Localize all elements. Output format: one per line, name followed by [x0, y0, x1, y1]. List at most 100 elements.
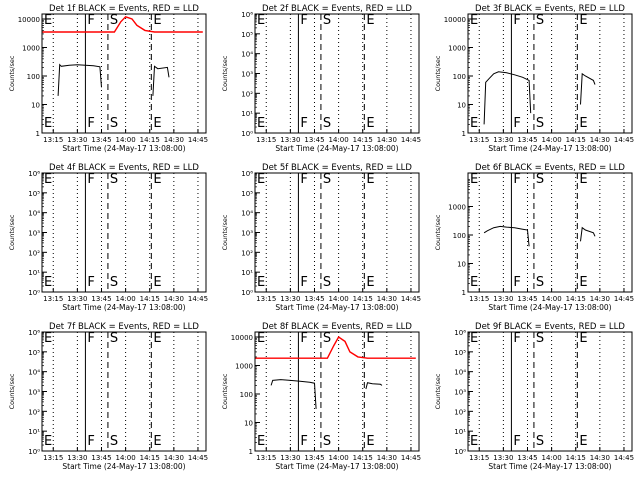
x-tick-label: 13:15	[256, 136, 276, 144]
marker-label-e: E	[257, 172, 265, 187]
marker-label-s-bottom: S	[110, 434, 118, 449]
x-tick-label: 13:30	[493, 295, 513, 303]
marker-label-s: S	[536, 13, 544, 28]
marker-label-e: E	[579, 172, 587, 187]
y-tick-label: 10⁰	[454, 448, 466, 456]
x-tick-label: 14:15	[353, 136, 373, 144]
marker-label-s: S	[110, 331, 118, 346]
marker-label-f-bottom: F	[87, 275, 94, 290]
x-tick-label: 13:45	[517, 454, 537, 462]
x-tick-label: 14:30	[377, 454, 397, 462]
y-tick-label: 10⁵	[241, 31, 253, 39]
x-tick-label: 14:30	[164, 295, 184, 303]
y-tick-label: 10⁶	[241, 170, 253, 178]
marker-label-e: E	[257, 13, 265, 28]
marker-label-e: E	[470, 13, 478, 28]
marker-label-s-bottom: S	[110, 116, 118, 131]
y-tick-label: 10⁴	[241, 51, 253, 59]
x-tick-label: 13:30	[280, 295, 300, 303]
y-tick-label: 1000	[235, 363, 253, 371]
y-tick-label: 10¹	[454, 428, 466, 436]
marker-label-e-bottom: E	[470, 275, 478, 290]
y-tick-label: 100	[240, 391, 253, 399]
marker-label-e-bottom: E	[579, 275, 587, 290]
x-tick-label: 14:15	[140, 295, 160, 303]
marker-label-f: F	[513, 13, 520, 28]
panel-title: Det 3f BLACK = Events, RED = LLD	[475, 4, 625, 14]
y-tick-label: 10²	[241, 90, 253, 98]
y-tick-label: 10³	[454, 389, 466, 397]
y-tick-label: 10⁶	[241, 11, 253, 19]
panel-det-4f: E E F F S S E E 10⁰ 10¹ 10² 10³ 10⁴ 10⁵ 10⁶ 13:15 13:30 1…	[8, 163, 208, 312]
marker-label-e-bottom: E	[257, 275, 265, 290]
y-tick-label: 10¹	[241, 269, 253, 277]
x-tick-label: 14:30	[164, 136, 184, 144]
marker-label-s: S	[536, 172, 544, 187]
panel-title: Det 6f BLACK = Events, RED = LLD	[475, 163, 625, 173]
x-tick-label: 14:15	[353, 295, 373, 303]
y-tick-label: 1000	[22, 45, 40, 53]
panel-title: Det 4f BLACK = Events, RED = LLD	[49, 163, 199, 173]
marker-label-e: E	[470, 331, 478, 346]
marker-label-e: E	[366, 331, 374, 346]
y-tick-label: 10⁵	[241, 190, 253, 198]
marker-label-f-bottom: F	[300, 116, 307, 131]
y-tick-label: 10⁵	[28, 349, 40, 357]
y-tick-label: 10²	[454, 408, 466, 416]
y-tick-label: 10⁰	[28, 448, 40, 456]
y-tick-label: 10¹	[28, 428, 40, 436]
marker-label-f-bottom: F	[513, 434, 520, 449]
marker-label-f: F	[300, 172, 307, 187]
marker-label-s-bottom: S	[536, 116, 544, 131]
series-events-line	[483, 71, 532, 125]
y-tick-label: 10²	[28, 408, 40, 416]
marker-label-f: F	[300, 13, 307, 28]
x-tick-label: 14:00	[116, 136, 136, 144]
marker-label-e-bottom: E	[44, 116, 52, 131]
panel-title: Det 7f BLACK = Events, RED = LLD	[49, 322, 199, 332]
marker-label-s-bottom: S	[536, 434, 544, 449]
series-events-line	[580, 72, 596, 105]
panel-det-5f: E E F F S S E E 10⁰ 10¹ 10² 10³ 10⁴ 10⁵ 10⁶ 13:15 13:30 1…	[221, 163, 421, 312]
marker-label-s-bottom: S	[536, 275, 544, 290]
marker-label-e-bottom: E	[153, 116, 161, 131]
x-tick-label: 13:30	[493, 136, 513, 144]
marker-label-e-bottom: E	[366, 275, 374, 290]
marker-label-e: E	[44, 172, 52, 187]
x-tick-label: 13:15	[256, 295, 276, 303]
y-axis-label: Counts/sec	[221, 55, 229, 91]
y-tick-label: 100	[453, 232, 466, 240]
marker-label-s-bottom: S	[323, 275, 331, 290]
y-axis-label: Counts/sec	[434, 55, 442, 91]
y-tick-label: 10000	[231, 334, 253, 342]
y-tick-label: 10¹	[241, 110, 253, 118]
x-tick-label: 13:15	[43, 295, 63, 303]
x-tick-label: 13:45	[304, 136, 324, 144]
x-axis-label: Start Time (24-May-17 13:08:00)	[488, 144, 611, 153]
x-tick-label: 14:15	[140, 454, 160, 462]
plot-frame	[41, 13, 207, 134]
y-axis-label: Counts/sec	[8, 55, 16, 91]
plot-frame	[467, 172, 633, 293]
y-tick-label: 10	[457, 261, 466, 269]
panel-title: Det 2f BLACK = Events, RED = LLD	[262, 4, 412, 14]
y-tick-label: 10	[244, 420, 253, 428]
marker-label-e-bottom: E	[44, 434, 52, 449]
x-tick-label: 13:30	[280, 454, 300, 462]
y-axis-label: Counts/sec	[221, 214, 229, 250]
y-tick-label: 10⁶	[28, 170, 40, 178]
x-tick-label: 14:00	[329, 136, 349, 144]
series-events-line	[483, 225, 530, 247]
marker-label-e-bottom: E	[153, 434, 161, 449]
x-tick-label: 13:15	[469, 136, 489, 144]
panel-det-9f: E E F F S S E E 10⁰ 10¹ 10² 10³ 10⁴ 10⁵ 10⁶ 13:15 13:30 1…	[434, 322, 634, 471]
x-tick-label: 14:45	[401, 454, 421, 462]
x-tick-label: 13:45	[304, 454, 324, 462]
marker-label-e: E	[579, 13, 587, 28]
y-tick-label: 10	[457, 102, 466, 110]
series-lld-line	[255, 335, 416, 359]
marker-label-e-bottom: E	[579, 434, 587, 449]
marker-label-f: F	[300, 331, 307, 346]
x-tick-label: 14:15	[566, 454, 586, 462]
